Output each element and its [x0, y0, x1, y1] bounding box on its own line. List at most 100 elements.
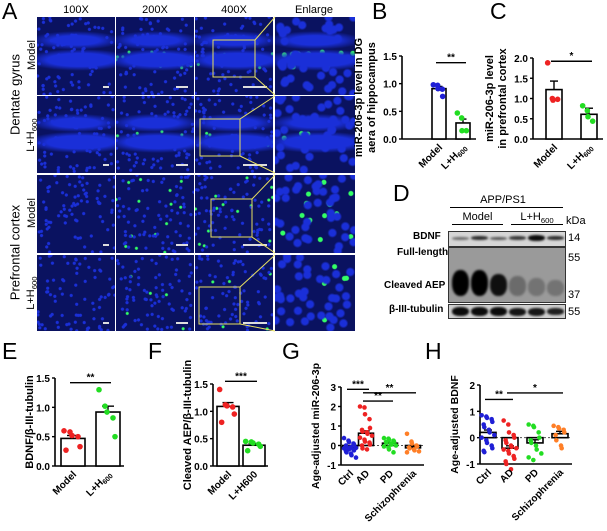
blot-band — [547, 280, 564, 296]
x-tick-label: PD — [524, 467, 542, 485]
data-point — [61, 428, 67, 434]
data-point — [479, 412, 484, 418]
y-tick-label: 0.5 — [36, 433, 50, 444]
y-axis-label-line: Age-adjusted BDNF — [449, 375, 461, 474]
data-point — [242, 438, 249, 445]
scale-bar — [103, 86, 109, 88]
y-axis-label-line: miR-206-3p level — [484, 55, 496, 142]
blot-band — [509, 276, 526, 296]
panel-letter-c: C — [490, 0, 507, 24]
micrograph-r2-c1 — [37, 96, 115, 173]
y-tick-label: 0 — [469, 434, 475, 445]
blot-aep — [448, 247, 566, 303]
y-tick-label: 1.5 — [36, 374, 50, 385]
inset-line — [239, 155, 276, 174]
data-point — [553, 432, 558, 438]
y-tick-label: 1.5 — [514, 74, 528, 85]
kda-unit: kDa — [566, 215, 586, 227]
data-point — [102, 403, 108, 409]
data-point — [501, 447, 506, 452]
data-point — [482, 449, 487, 455]
blot-bdnf — [448, 231, 566, 247]
blot-band — [452, 237, 469, 240]
data-point — [229, 404, 236, 410]
data-point — [490, 445, 495, 451]
scale-bar — [176, 322, 188, 324]
panel-letter-h: H — [425, 338, 442, 364]
data-point — [509, 444, 514, 450]
data-point — [257, 443, 264, 450]
inset-line — [251, 174, 276, 200]
y-tick-label: 0.5 — [383, 107, 397, 118]
scale-bar — [103, 322, 109, 324]
micrograph-r1-c3 — [195, 17, 273, 95]
data-point — [404, 450, 410, 455]
x-tick-label: Model — [51, 469, 79, 497]
y-tick-label: 0.0 — [514, 135, 528, 146]
significance-label: * — [533, 383, 537, 394]
data-point — [367, 416, 372, 422]
y-tick-label: -1 — [327, 461, 336, 472]
x-tick-label: L+H600 — [227, 469, 260, 502]
inset-line — [239, 323, 276, 332]
data-point — [216, 386, 223, 393]
data-point — [531, 424, 537, 430]
y-tick-label: 1.0 — [194, 407, 208, 418]
column-header-100x: 100X — [63, 4, 89, 16]
data-point — [463, 127, 470, 134]
data-point — [77, 443, 83, 450]
significance-label: ** — [447, 53, 455, 64]
scale-bar — [243, 322, 267, 324]
data-point — [514, 445, 519, 451]
data-point — [526, 422, 531, 427]
blot-band — [471, 236, 488, 240]
inset-line — [254, 16, 276, 41]
blot-subgroup-model: Model — [462, 211, 493, 223]
data-point — [409, 441, 415, 446]
scale-bar — [176, 86, 188, 88]
y-tick-label: -1 — [466, 460, 475, 471]
data-point — [506, 422, 511, 427]
micrograph-r4-c1 — [37, 255, 115, 331]
x-tick-label: AD — [498, 467, 516, 485]
data-point — [479, 435, 484, 440]
inset-box — [212, 39, 256, 78]
inset-line — [251, 236, 276, 254]
data-point — [386, 447, 392, 452]
x-tick-label: PD — [379, 468, 397, 486]
kda-full-length: 55 — [568, 252, 581, 264]
scale-bar — [103, 244, 109, 246]
micrograph-r4-c4 — [275, 255, 355, 331]
inset-line — [254, 76, 276, 96]
significance-label: ** — [495, 389, 503, 400]
y-axis-label-line: Cleaved AEP/β-III-tubulin — [182, 360, 194, 491]
x-tick-label: L+H600 — [566, 142, 596, 172]
data-point — [364, 447, 370, 452]
blot-band — [490, 274, 507, 296]
data-point — [536, 430, 541, 435]
data-point — [556, 426, 562, 431]
data-point — [526, 455, 531, 460]
y-axis-label: Age-adjusted miR-206-3p — [310, 363, 322, 489]
data-point — [439, 86, 446, 92]
inset-line — [239, 254, 276, 288]
data-point — [533, 443, 539, 448]
inset-box — [199, 118, 241, 157]
y-tick-label: 0 — [330, 442, 336, 453]
blot-group-label: APP/PS1 — [480, 194, 526, 206]
data-point — [506, 451, 512, 456]
data-point — [559, 445, 564, 451]
data-point — [412, 448, 417, 453]
blot-band — [509, 308, 526, 316]
blot-band — [547, 236, 564, 240]
y-tick-label: 1 — [330, 422, 336, 433]
data-point — [551, 423, 556, 429]
x-tick-label: L+H600 — [440, 142, 470, 172]
data-point — [353, 455, 359, 460]
y-tick-label: 3 — [330, 383, 336, 394]
data-point — [504, 440, 509, 446]
column-header-enlarge: Enlarge — [295, 4, 333, 16]
